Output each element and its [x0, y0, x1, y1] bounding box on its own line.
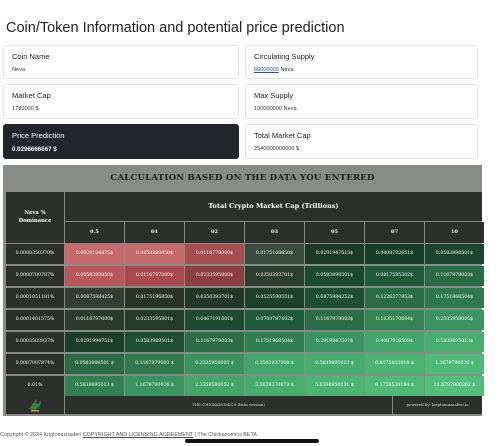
price-cell: 0.0291947515$ — [305, 244, 364, 264]
price-cell: 1.1679790026 $ — [125, 376, 184, 396]
price-cell: 0.0116797000$ — [65, 310, 124, 330]
dominance-cell: 0.0001401575% — [6, 310, 64, 330]
price-cell: 11.6797900262 $ — [425, 376, 484, 396]
price-cell: 0.0116797000$ — [125, 266, 184, 286]
price-cell: 0.2919947507$ — [305, 332, 364, 352]
column-header: 02 — [185, 222, 244, 243]
price-cell: 0.0087598425$ — [65, 288, 124, 308]
price-cell: 0.0116779000$ — [185, 244, 244, 264]
dominance-cell: 0.0000350370% — [6, 244, 64, 264]
calculation-table: CALCULATION BASED ON THE DATA YOU ENTERE… — [3, 165, 484, 416]
dominance-cell: 0.0000700787% — [6, 266, 64, 286]
price-cell: 0.1167979003$ — [305, 310, 364, 330]
home-indicator — [185, 439, 319, 443]
max-supply-value: 100000000 Neva — [254, 106, 297, 112]
column-header: 01 — [125, 222, 184, 243]
price-cell: 0.5839895013$ — [425, 332, 484, 352]
price-cell: 0.8175853018 $ — [365, 354, 424, 374]
page-title: Coin/Token Information and potential pri… — [6, 20, 345, 36]
price-cell: 0.2335958005$ — [425, 310, 484, 330]
coin-name-label: Coin Name — [12, 52, 50, 61]
price-cell: 0.1635170604$ — [365, 310, 424, 330]
license-agreement-link[interactable]: COPYRIGHT AND LICENSING AGREEMENT — [82, 432, 194, 438]
price-cell: 0.1167979003 $ — [125, 354, 184, 374]
price-cell: 0.0233595801$ — [125, 310, 184, 330]
total-market-cap-value: 2540000000000 $ — [254, 146, 300, 152]
total-market-cap-card: Total Market Cap 2540000000000 $ — [245, 124, 478, 159]
price-cell: 0.1226377953$ — [365, 288, 424, 308]
price-cell: 0.0583898501$ — [305, 266, 364, 286]
footer-center: THE CHICKANOMICS (beta version) — [65, 396, 392, 414]
circulating-supply-label: Circulating Supply — [254, 52, 315, 61]
price-cell: 0.2335958005 $ — [185, 354, 244, 374]
circulating-supply-unit: Neva — [278, 67, 294, 73]
footer-logo-cell — [6, 396, 64, 414]
copyright-text: Copyright © 2024 Kriptomuzaaferi — [0, 432, 83, 438]
dominance-header-line2: Dominance — [18, 217, 52, 224]
price-cell: 0.1167979003$ — [425, 266, 484, 286]
price-cell: 0.1167979003$ — [185, 332, 244, 352]
price-cell: 0.5839895013 $ — [65, 376, 124, 396]
price-cell: 0.0029194475$ — [65, 244, 124, 264]
coin-name-value: Neva — [12, 67, 26, 73]
price-cell: 0.0408732651$ — [365, 244, 424, 264]
price-cell: 0.0350393701$ — [245, 266, 304, 286]
max-supply-label: Max Supply — [254, 91, 294, 100]
dominance-header-line1: Neva % — [24, 209, 46, 216]
market-cap-value: 1780000 $ — [12, 106, 39, 112]
price-cell: 0.0583989501 $ — [65, 354, 124, 374]
price-cell: 0.0291994751$ — [65, 332, 124, 352]
price-cell: 0.1751968504$ — [425, 288, 484, 308]
price-cell: 0.3503937008 $ — [245, 354, 304, 374]
coin-name-card: Coin Name Neva — [3, 45, 239, 79]
dominance-header: Neva % Dominance — [6, 192, 64, 243]
column-header: 03 — [245, 222, 304, 243]
price-cell: 1.1679790026 $ — [425, 354, 484, 374]
price-cell: 0.0350393701$ — [185, 288, 244, 308]
market-cap-card: Market Cap 1780000 $ — [3, 84, 239, 119]
price-cell: 0.0467191601$ — [185, 310, 244, 330]
total-market-cap-label: Total Market Cap — [254, 131, 311, 140]
price-cell: 0.0583898501$ — [425, 244, 484, 264]
column-header: 07 — [365, 222, 424, 243]
price-cell: 0.4087926509$ — [365, 332, 424, 352]
price-prediction-value: 0.0296666667 $ — [12, 146, 57, 153]
price-cell: 0.0817585302$ — [365, 266, 424, 286]
price-cell: 0.1751968504$ — [245, 332, 304, 352]
price-prediction-label: Price Prediction — [12, 131, 65, 140]
dominance-cell: 0.01% — [6, 376, 64, 396]
column-header: 0.5 — [65, 222, 124, 243]
footer-powered-by: powered by: kriptomuzaaferi.io — [393, 396, 482, 414]
price-cell: 0.0875984252$ — [305, 288, 364, 308]
price-cell: 0.0058389850$ — [125, 244, 184, 264]
price-cell: 0.0583989501$ — [125, 332, 184, 352]
price-cell: 0.0525590551$ — [245, 288, 304, 308]
price-prediction-card: Price Prediction 0.0296666667 $ — [3, 124, 239, 159]
circulating-supply-card: Circulating Supply 60000000 Neva — [245, 45, 478, 79]
column-header: 05 — [305, 222, 364, 243]
price-cell: 0.5839895013 $ — [305, 354, 364, 374]
price-cell: 0.0058389850$ — [65, 266, 124, 286]
price-cell: 3.5039370079 $ — [245, 376, 304, 396]
price-cell: 8.1758530184 $ — [365, 376, 424, 396]
chicken-logo-icon — [29, 399, 41, 412]
circulating-supply-link[interactable]: 60000000 — [254, 67, 279, 73]
price-cell: 0.0175168650$ — [245, 244, 304, 264]
price-cell: 5.8398950131 $ — [305, 376, 364, 396]
price-cell: 0.0175196850$ — [125, 288, 184, 308]
market-cap-label: Market Cap — [12, 91, 51, 100]
dominance-cell: 0.0001051181% — [6, 288, 64, 308]
total-market-cap-header: Total Crypto Market Cap (Trillions) — [65, 192, 482, 221]
price-cell: 0.0233595800$ — [185, 266, 244, 286]
price-cell: 2.3359580052 $ — [185, 376, 244, 396]
calculation-title: CALCULATION BASED ON THE DATA YOU ENTERE… — [110, 173, 375, 183]
max-supply-card: Max Supply 100000000 Neva — [245, 84, 478, 119]
dominance-cell: 0.0003503937% — [6, 332, 64, 352]
dominance-cell: 0.0007007874% — [6, 354, 64, 374]
copyright-footer: Copyright © 2024 Kriptomuzaaferi COPYRIG… — [0, 432, 257, 438]
price-cell: 0.0700787402$ — [245, 310, 304, 330]
column-header: 10 — [425, 222, 484, 243]
copyright-suffix: | The Chickanomics BETA — [193, 432, 257, 438]
